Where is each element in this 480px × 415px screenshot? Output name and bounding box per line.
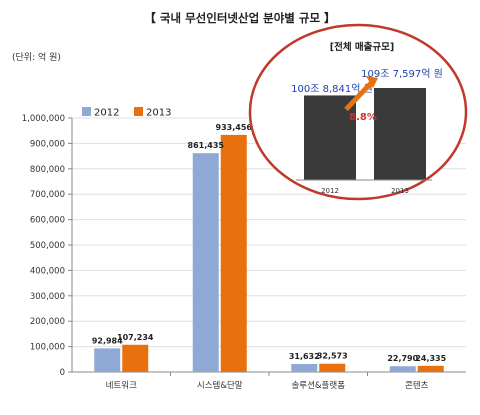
bars [94,134,444,372]
data-label-2013: 933,456 [216,123,253,132]
legend: 2012 2013 [82,107,171,119]
y-tick-label: 500,000 [30,241,65,251]
chart-title: 【 국내 무선인터넷산업 분야별 규모 】 [144,11,335,25]
y-tick-label: 400,000 [30,266,65,276]
legend-swatch-2013 [134,107,143,116]
x-category-label: 시스템&단말 [197,380,243,391]
legend-label-2013: 2013 [146,108,171,119]
bar-2012 [291,363,318,372]
bar-2012 [192,153,219,372]
bar-2013 [220,134,247,372]
y-tick-label: 200,000 [30,317,65,327]
inset-category-label: 2012 [321,187,339,195]
data-label-2012: 861,435 [188,141,225,150]
inset-category-label: 2013 [391,187,409,195]
x-category-label: 솔루션&플랫폼 [291,380,345,391]
data-label-2013: 24,335 [415,354,446,363]
bar-2013 [417,365,444,372]
bar-2012 [389,366,416,372]
inset-bar-2013 [374,88,426,180]
inset-title: [전체 매출규모] [330,41,394,53]
bar-2012 [94,348,121,372]
data-label-2013: 107,234 [117,333,154,342]
data-label-2012: 31,632 [289,352,320,361]
y-tick-label: 700,000 [30,190,65,200]
unit-label: (단위: 억 원) [12,51,61,63]
y-tick-label: 100,000 [30,343,65,353]
growth-label: 8.8% [349,112,377,123]
y-tick-label: 800,000 [30,165,65,175]
y-tick-label: 300,000 [30,292,65,302]
legend-label-2012: 2012 [94,108,119,119]
bar-2013 [319,363,346,372]
data-label-2013: 32,573 [317,352,348,361]
data-label-2012: 22,790 [387,354,418,363]
inset-value-label: 109조 7,597억 원 [361,68,443,80]
y-tick-label: 1,000,000 [22,114,65,124]
x-category-label: 콘텐츠 [405,380,429,391]
growth-arrow-head [366,76,378,88]
data-label-2012: 92,984 [92,336,123,345]
legend-swatch-2012 [82,107,91,116]
axes: 0 100,000 200,000 300,000 400,000 500,000 600,… [22,114,466,391]
y-tick-label: 0 [60,368,65,378]
growth-arrow [344,80,374,112]
y-tick-label: 600,000 [30,216,65,226]
inset-total-sales: [전체 매출규모] 2012 2013 100조 8,841억 원 109조 7,597… [248,23,468,201]
y-tick-label: 900,000 [30,139,65,149]
inset-value-label: 100조 8,841억 원 [291,83,373,95]
x-category-label: 네트워크 [106,381,137,391]
bar-2013 [122,344,149,372]
